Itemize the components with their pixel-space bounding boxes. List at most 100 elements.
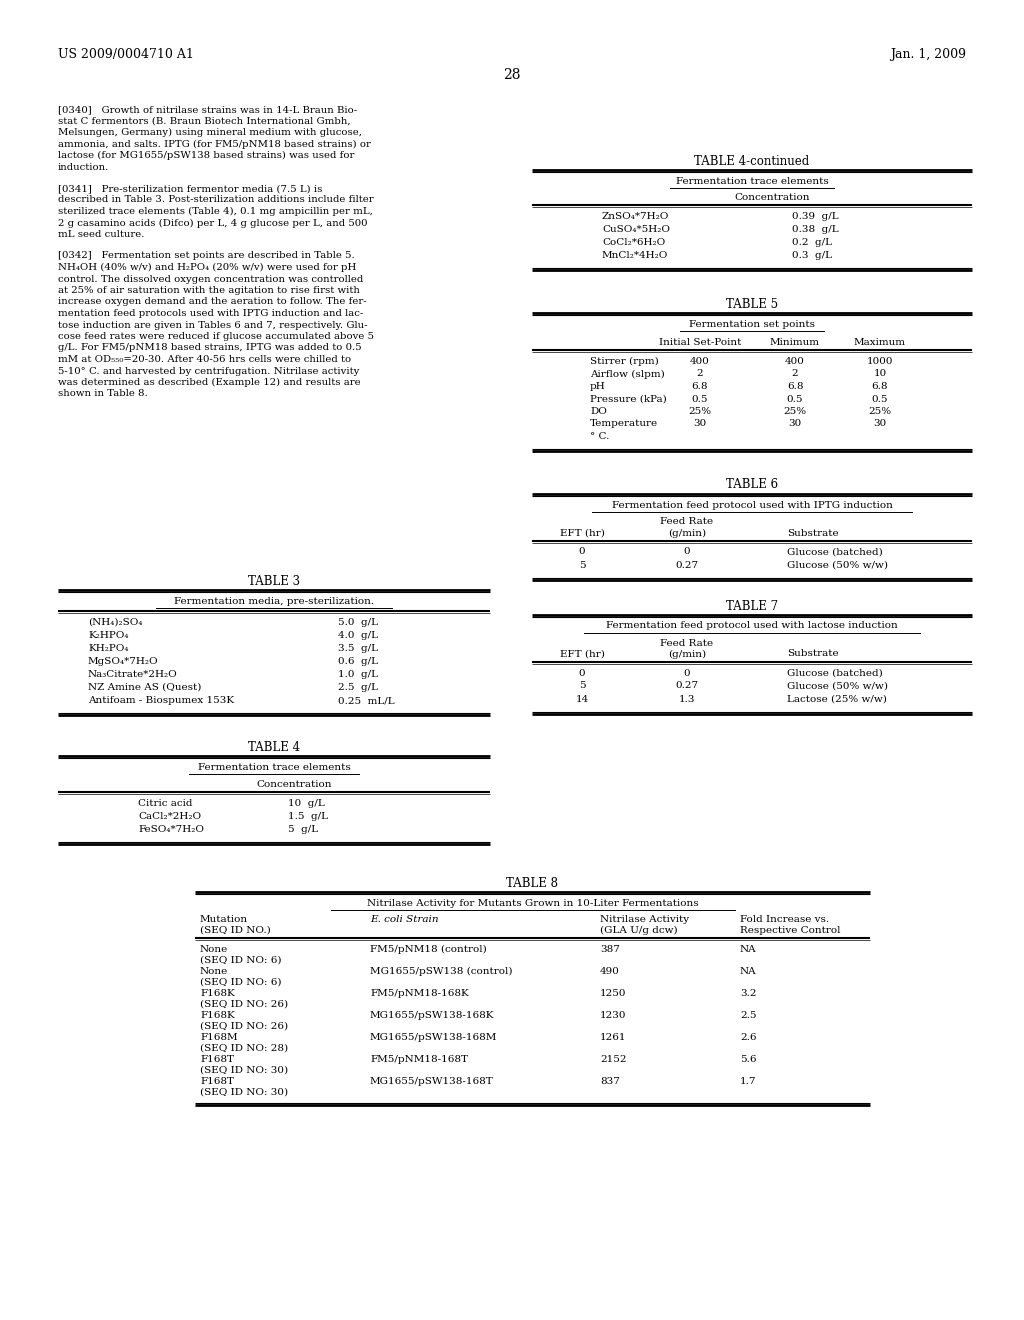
Text: 0.2  g/L: 0.2 g/L <box>792 238 831 247</box>
Text: Fermentation set points: Fermentation set points <box>689 319 815 329</box>
Text: F168M: F168M <box>200 1034 238 1041</box>
Text: 0.5: 0.5 <box>871 395 888 404</box>
Text: Fermentation trace elements: Fermentation trace elements <box>676 177 828 186</box>
Text: 4.0  g/L: 4.0 g/L <box>338 631 378 640</box>
Text: 2: 2 <box>792 370 799 379</box>
Text: CoCl₂*6H₂O: CoCl₂*6H₂O <box>602 238 666 247</box>
Text: (SEQ ID NO: 30): (SEQ ID NO: 30) <box>200 1088 288 1097</box>
Text: KH₂PO₄: KH₂PO₄ <box>88 644 128 653</box>
Text: Temperature: Temperature <box>590 420 658 429</box>
Text: 400: 400 <box>690 356 710 366</box>
Text: pH: pH <box>590 381 606 391</box>
Text: FeSO₄*7H₂O: FeSO₄*7H₂O <box>138 825 204 834</box>
Text: Substrate: Substrate <box>787 528 839 537</box>
Text: 1230: 1230 <box>600 1011 627 1020</box>
Text: mM at OD₅₅₀=20-30. After 40-56 hrs cells were chilled to: mM at OD₅₅₀=20-30. After 40-56 hrs cells… <box>58 355 351 364</box>
Text: Glucose (50% w/w): Glucose (50% w/w) <box>787 681 888 690</box>
Text: 400: 400 <box>785 356 805 366</box>
Text: Glucose (50% w/w): Glucose (50% w/w) <box>787 561 888 569</box>
Text: Fold Increase vs.: Fold Increase vs. <box>740 915 829 924</box>
Text: Respective Control: Respective Control <box>740 927 841 935</box>
Text: 25%: 25% <box>688 407 712 416</box>
Text: ° C.: ° C. <box>590 432 609 441</box>
Text: Feed Rate: Feed Rate <box>660 517 714 527</box>
Text: 0: 0 <box>579 548 586 557</box>
Text: 30: 30 <box>873 420 887 429</box>
Text: 3.2: 3.2 <box>740 989 757 998</box>
Text: Fermentation feed protocol used with IPTG induction: Fermentation feed protocol used with IPT… <box>611 500 893 510</box>
Text: TABLE 7: TABLE 7 <box>726 599 778 612</box>
Text: 0: 0 <box>684 548 690 557</box>
Text: 387: 387 <box>600 945 620 954</box>
Text: MG1655/pSW138-168M: MG1655/pSW138-168M <box>370 1034 498 1041</box>
Text: 30: 30 <box>693 420 707 429</box>
Text: 10: 10 <box>873 370 887 379</box>
Text: 2152: 2152 <box>600 1055 627 1064</box>
Text: 25%: 25% <box>783 407 807 416</box>
Text: Melsungen, Germany) using mineral medium with glucose,: Melsungen, Germany) using mineral medium… <box>58 128 362 137</box>
Text: 837: 837 <box>600 1077 620 1086</box>
Text: mL seed culture.: mL seed culture. <box>58 230 144 239</box>
Text: FM5/pNM18-168K: FM5/pNM18-168K <box>370 989 469 998</box>
Text: 2: 2 <box>696 370 703 379</box>
Text: TABLE 4: TABLE 4 <box>248 741 300 754</box>
Text: 490: 490 <box>600 968 620 975</box>
Text: (GLA U/g dcw): (GLA U/g dcw) <box>600 927 678 935</box>
Text: FM5/pNM18-168T: FM5/pNM18-168T <box>370 1055 468 1064</box>
Text: (SEQ ID NO: 6): (SEQ ID NO: 6) <box>200 978 282 987</box>
Text: (SEQ ID NO: 26): (SEQ ID NO: 26) <box>200 1022 288 1031</box>
Text: Na₃Citrate*2H₂O: Na₃Citrate*2H₂O <box>88 671 178 678</box>
Text: 0.3  g/L: 0.3 g/L <box>792 251 831 260</box>
Text: 30: 30 <box>788 420 802 429</box>
Text: (NH₄)₂SO₄: (NH₄)₂SO₄ <box>88 618 142 627</box>
Text: 28: 28 <box>503 69 521 82</box>
Text: ammonia, and salts. IPTG (for FM5/pNM18 based strains) or: ammonia, and salts. IPTG (for FM5/pNM18 … <box>58 140 371 149</box>
Text: Fermentation media, pre-sterilization.: Fermentation media, pre-sterilization. <box>174 597 374 606</box>
Text: 14: 14 <box>575 694 589 704</box>
Text: 6.8: 6.8 <box>786 381 803 391</box>
Text: mentation feed protocols used with IPTG induction and lac-: mentation feed protocols used with IPTG … <box>58 309 364 318</box>
Text: FM5/pNM18 (control): FM5/pNM18 (control) <box>370 945 486 954</box>
Text: CaCl₂*2H₂O: CaCl₂*2H₂O <box>138 812 201 821</box>
Text: (SEQ ID NO: 6): (SEQ ID NO: 6) <box>200 956 282 965</box>
Text: was determined as described (Example 12) and results are: was determined as described (Example 12)… <box>58 378 360 387</box>
Text: described in Table 3. Post-sterilization additions include filter: described in Table 3. Post-sterilization… <box>58 195 374 205</box>
Text: MnCl₂*4H₂O: MnCl₂*4H₂O <box>602 251 669 260</box>
Text: 1.7: 1.7 <box>740 1077 757 1086</box>
Text: ZnSO₄*7H₂O: ZnSO₄*7H₂O <box>602 213 670 220</box>
Text: 0.38  g/L: 0.38 g/L <box>792 224 839 234</box>
Text: F168T: F168T <box>200 1077 234 1086</box>
Text: MgSO₄*7H₂O: MgSO₄*7H₂O <box>88 657 159 667</box>
Text: 0.6  g/L: 0.6 g/L <box>338 657 378 667</box>
Text: 1.3: 1.3 <box>679 694 695 704</box>
Text: DO: DO <box>590 407 607 416</box>
Text: Citric acid: Citric acid <box>138 799 193 808</box>
Text: Lactose (25% w/w): Lactose (25% w/w) <box>787 694 887 704</box>
Text: 5.0  g/L: 5.0 g/L <box>338 618 378 627</box>
Text: 5.6: 5.6 <box>740 1055 757 1064</box>
Text: tose induction are given in Tables 6 and 7, respectively. Glu-: tose induction are given in Tables 6 and… <box>58 321 368 330</box>
Text: increase oxygen demand and the aeration to follow. The fer-: increase oxygen demand and the aeration … <box>58 297 367 306</box>
Text: Fermentation feed protocol used with lactose induction: Fermentation feed protocol used with lac… <box>606 622 898 631</box>
Text: MG1655/pSW138-168T: MG1655/pSW138-168T <box>370 1077 494 1086</box>
Text: 1.0  g/L: 1.0 g/L <box>338 671 378 678</box>
Text: F168T: F168T <box>200 1055 234 1064</box>
Text: Fermentation trace elements: Fermentation trace elements <box>198 763 350 772</box>
Text: TABLE 4-continued: TABLE 4-continued <box>694 154 810 168</box>
Text: 1.5  g/L: 1.5 g/L <box>288 812 328 821</box>
Text: 1261: 1261 <box>600 1034 627 1041</box>
Text: MG1655/pSW138 (control): MG1655/pSW138 (control) <box>370 968 512 975</box>
Text: F168K: F168K <box>200 989 234 998</box>
Text: (SEQ ID NO.): (SEQ ID NO.) <box>200 927 270 935</box>
Text: Substrate: Substrate <box>787 649 839 659</box>
Text: CuSO₄*5H₂O: CuSO₄*5H₂O <box>602 224 670 234</box>
Text: induction.: induction. <box>58 162 110 172</box>
Text: Nitrilase Activity: Nitrilase Activity <box>600 915 689 924</box>
Text: Airflow (slpm): Airflow (slpm) <box>590 370 665 379</box>
Text: TABLE 3: TABLE 3 <box>248 576 300 587</box>
Text: 2 g casamino acids (Difco) per L, 4 g glucose per L, and 500: 2 g casamino acids (Difco) per L, 4 g gl… <box>58 219 368 227</box>
Text: 5: 5 <box>579 561 586 569</box>
Text: 6.8: 6.8 <box>871 381 888 391</box>
Text: [0342]   Fermentation set points are described in Table 5.: [0342] Fermentation set points are descr… <box>58 252 354 260</box>
Text: MG1655/pSW138-168K: MG1655/pSW138-168K <box>370 1011 495 1020</box>
